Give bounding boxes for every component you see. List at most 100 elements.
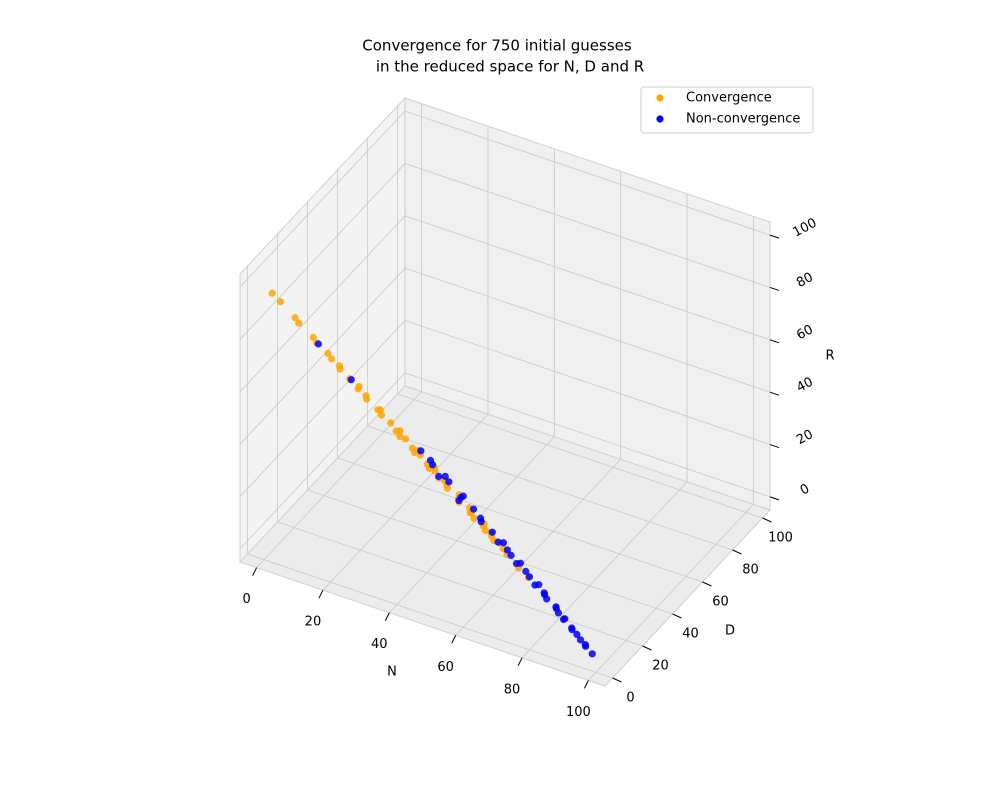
point (401, 435, 410, 443)
grid-line (239, 267, 406, 445)
x-tick-label: 20 (305, 615, 322, 630)
tick-mark (517, 657, 523, 667)
point (387, 419, 395, 427)
y-tick-label: 80 (742, 563, 759, 578)
tick-mark (583, 680, 589, 689)
point (568, 626, 576, 634)
grid-line (239, 320, 406, 497)
tick-mark (769, 234, 780, 239)
panes (239, 96, 771, 687)
grid-line (404, 215, 771, 341)
grid-line (389, 436, 555, 614)
grid-line (455, 458, 621, 636)
chart-title: in the reduced space for N, D and R (376, 58, 644, 76)
point (525, 573, 534, 581)
tick-mark (318, 589, 324, 599)
grid-line (277, 521, 643, 647)
point (314, 340, 322, 348)
grid-line (256, 391, 422, 568)
y-tick-label: 40 (682, 627, 699, 642)
point (363, 395, 371, 403)
tick-mark (672, 613, 682, 619)
point (410, 448, 419, 457)
tick-mark (769, 339, 780, 344)
point (554, 609, 563, 617)
point (417, 447, 425, 455)
y-axis-label: D (725, 624, 735, 639)
point (295, 319, 303, 327)
tick-mark (612, 677, 622, 683)
tick-mark (769, 444, 780, 449)
point (435, 472, 443, 480)
grid-line (239, 215, 406, 393)
legend-marker (656, 115, 664, 123)
point (559, 615, 568, 624)
grid-line (404, 320, 771, 445)
point (354, 385, 362, 393)
grid-line (337, 457, 703, 583)
point (522, 567, 530, 575)
point (588, 650, 596, 658)
point (488, 528, 496, 536)
point (431, 467, 439, 475)
point (455, 496, 463, 505)
tick-mark (642, 645, 652, 651)
x-axis-label: N (387, 665, 397, 680)
tick-mark (769, 391, 780, 396)
x-tick-label: 60 (437, 660, 454, 675)
z-tick-label: 100 (791, 216, 820, 241)
point (573, 630, 581, 639)
point (443, 484, 452, 492)
grid (239, 103, 780, 689)
point (445, 478, 453, 486)
z-axis-label: R (825, 349, 834, 364)
legend-label: Non-convergence (686, 112, 800, 127)
point (374, 406, 382, 414)
point (503, 546, 512, 554)
grid-line (247, 553, 613, 679)
grid-line (367, 425, 733, 551)
y-tick-label: 0 (626, 691, 634, 706)
point (507, 551, 515, 559)
grid-line (239, 372, 406, 550)
tick-mark (702, 581, 712, 587)
x-tick-label: 80 (504, 682, 521, 697)
point (499, 539, 508, 547)
back-pane (404, 97, 771, 511)
point (392, 427, 400, 435)
grid-line (239, 163, 406, 340)
tick-mark (252, 567, 258, 576)
legend-label: Convergence (686, 91, 772, 106)
x-tick-label: 0 (242, 592, 250, 607)
points (268, 289, 596, 658)
y-tick-label: 20 (652, 659, 669, 674)
point (396, 432, 404, 441)
point (477, 518, 485, 526)
grid-line (404, 267, 771, 393)
tick-mark (769, 286, 780, 291)
point (347, 376, 355, 384)
tick-mark (762, 517, 772, 523)
grid-line (239, 110, 406, 288)
point (309, 333, 317, 342)
z-tick-label: 0 (798, 481, 812, 498)
point (582, 642, 590, 650)
point (336, 365, 344, 373)
grid-line (404, 372, 771, 498)
y-tick-label: 100 (768, 531, 793, 546)
z-tick-label: 40 (794, 375, 816, 396)
y-tick-label: 60 (712, 595, 729, 610)
point (441, 472, 449, 480)
grid-line (404, 110, 771, 236)
point (494, 538, 502, 546)
grid-line (322, 413, 489, 591)
point (469, 505, 478, 513)
point (268, 289, 276, 297)
tick-mark (384, 612, 390, 621)
tick-mark (732, 549, 742, 555)
x-tick-label: 40 (371, 637, 388, 652)
grid-line (307, 489, 673, 615)
legend: Convergence Non-convergence (640, 86, 814, 134)
grid-line (521, 481, 688, 659)
z-tick-label: 80 (794, 270, 816, 291)
